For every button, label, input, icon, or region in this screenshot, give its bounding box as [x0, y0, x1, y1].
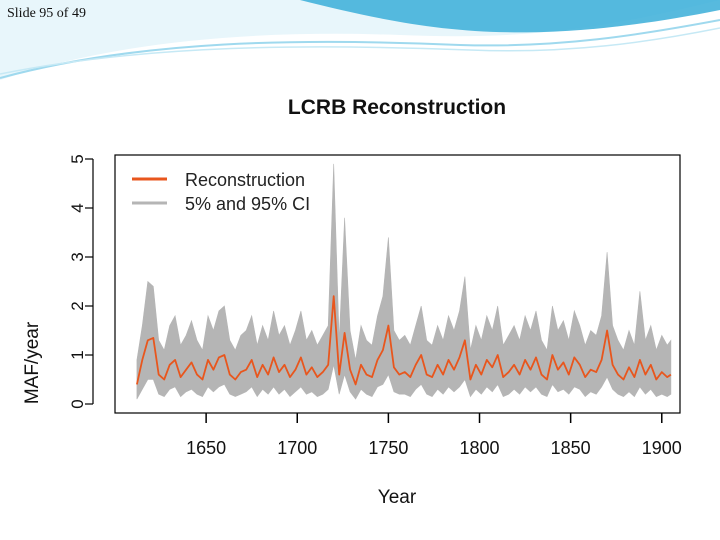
x-axis: 1650 1700 1750 1800 1850 1900 [186, 413, 682, 458]
header-wave-accent [300, 0, 720, 33]
x-tick-label: 1800 [459, 438, 499, 458]
chart-panel-background [17, 78, 697, 523]
y-axis-label: MAF/year [22, 321, 43, 404]
y-tick-label: 3 [68, 252, 87, 261]
chart-title: LCRB Reconstruction [288, 96, 506, 119]
header-wave-light [0, 19, 720, 79]
plot-frame [114, 154, 681, 414]
x-tick-label: 1900 [642, 438, 682, 458]
legend: Reconstruction 5% and 95% CI [132, 170, 310, 214]
y-tick-label: 0 [68, 399, 87, 408]
plot-layer: 1650 1700 1750 1800 1850 1900 0 1 2 3 4 5 [68, 154, 682, 458]
y-tick-label: 2 [68, 301, 87, 310]
x-axis-label: Year [378, 487, 417, 508]
x-tick-label: 1700 [277, 438, 317, 458]
legend-reconstruction-label: Reconstruction [185, 170, 305, 190]
reconstruction-line [136, 295, 672, 386]
y-axis: 0 1 2 3 4 5 [68, 154, 94, 409]
slide-counter: Slide 95 of 49 [7, 6, 86, 21]
x-tick-label: 1850 [551, 438, 591, 458]
header-wave-light-2 [0, 27, 720, 75]
y-tick-label: 5 [68, 154, 87, 163]
chart: LCRB Reconstruction MAF/year Year 1650 17… [17, 78, 697, 523]
legend-ci-label: 5% and 95% CI [185, 194, 310, 214]
x-tick-label: 1750 [368, 438, 408, 458]
x-tick-label: 1650 [186, 438, 226, 458]
y-tick-label: 1 [68, 350, 87, 359]
ci-band [136, 163, 672, 400]
y-tick-label: 4 [68, 203, 87, 212]
